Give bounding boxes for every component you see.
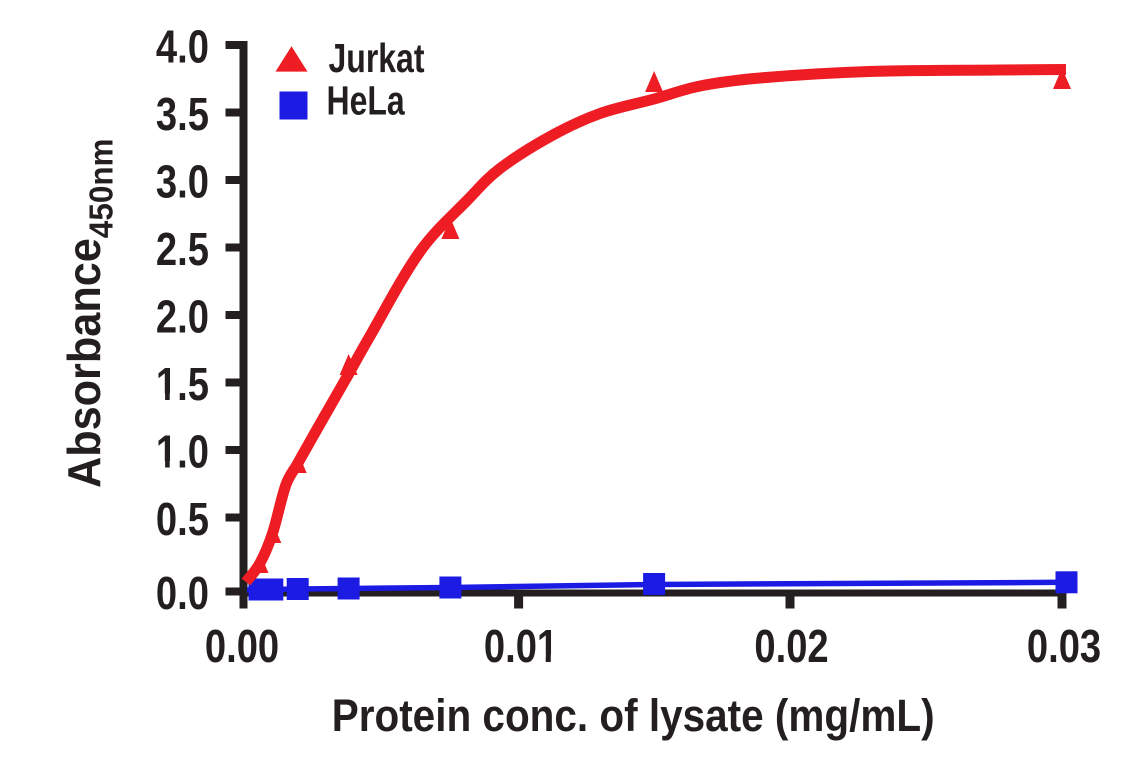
- svg-text:2.0: 2.0: [156, 291, 209, 342]
- svg-text:1.5: 1.5: [156, 359, 209, 410]
- svg-text:Protein conc. of lysate (mg/mL: Protein conc. of lysate (mg/mL): [332, 691, 935, 741]
- svg-text:0.02: 0.02: [754, 621, 828, 672]
- svg-text:0.0: 0.0: [156, 568, 209, 619]
- svg-text:HeLa: HeLa: [327, 78, 406, 123]
- svg-text:4.0: 4.0: [156, 21, 209, 72]
- svg-text:3.0: 3.0: [156, 156, 209, 207]
- svg-text:1.0: 1.0: [156, 426, 209, 477]
- svg-text:2.5: 2.5: [156, 224, 209, 275]
- svg-text:Jurkat: Jurkat: [329, 35, 425, 80]
- svg-text:0.03: 0.03: [1027, 621, 1101, 672]
- svg-text:3.5: 3.5: [156, 89, 209, 140]
- svg-text:0.00: 0.00: [205, 621, 279, 672]
- svg-text:0.01: 0.01: [484, 621, 558, 672]
- svg-text:0.5: 0.5: [156, 494, 209, 545]
